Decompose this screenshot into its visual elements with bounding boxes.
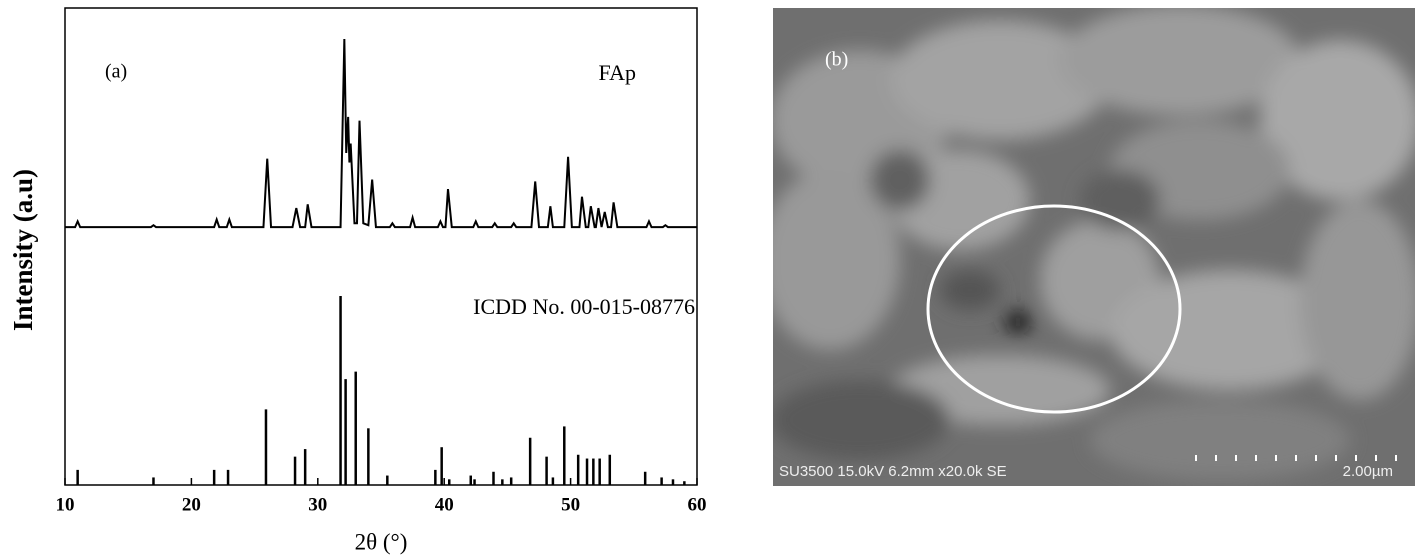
xrd-chart: (a) 2θ (°) Intensity (a.u) 10 20 30 40 50 60 F… (8, 7, 707, 554)
x-tick-label: 60 (688, 494, 707, 515)
sem-texture (773, 8, 1415, 480)
highlight-ellipse (926, 204, 1182, 414)
scale-bar (1195, 455, 1397, 461)
x-tick-label: 10 (56, 494, 75, 515)
plot-frame (64, 7, 698, 486)
panel-label: (b) (825, 49, 848, 71)
x-tick-label: 50 (561, 494, 580, 515)
x-tick-label: 30 (308, 494, 327, 515)
x-tick-label: 20 (182, 494, 201, 515)
scale-label: 2.00µm (1343, 463, 1393, 480)
sem-info: SU3500 15.0kV 6.2mm x20.0k SE (779, 463, 1007, 480)
x-axis-label: 2θ (°) (355, 529, 408, 554)
xrd-trace (65, 38, 697, 229)
y-axis-label: Intensity (a.u) (8, 169, 38, 331)
x-tick-label: 40 (435, 494, 454, 515)
sem-image: (b) SU3500 15.0kV 6.2mm x20.0k SE 2.00µm (773, 8, 1415, 486)
panel-label: (a) (105, 61, 127, 83)
series-label: FAp (599, 60, 637, 85)
series-label: ICDD No. 00-015-08776 (473, 294, 695, 319)
